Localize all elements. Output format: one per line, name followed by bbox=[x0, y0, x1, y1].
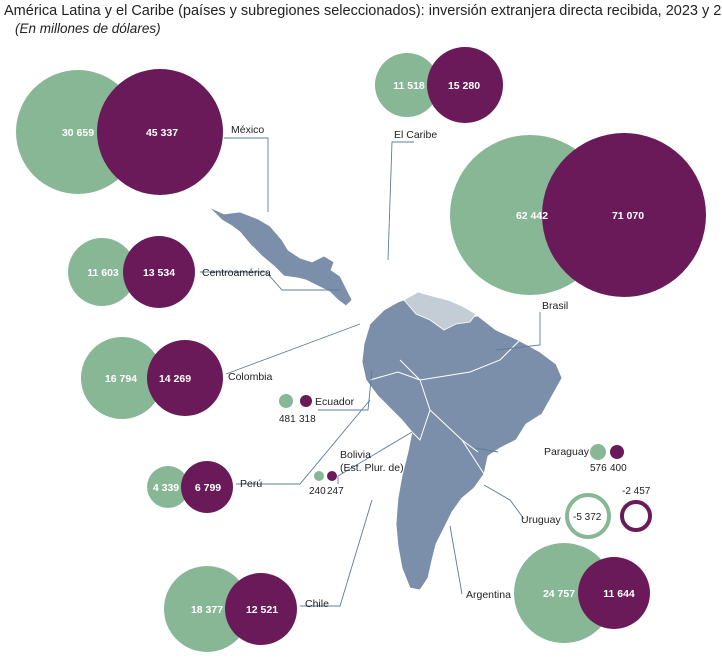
centro-2024-value: 13 534 bbox=[143, 267, 175, 279]
peru-2024-value: 6 799 bbox=[195, 482, 221, 494]
uruguay-2023-value: -5 372 bbox=[573, 512, 602, 523]
paraguay-2023-value: 576 bbox=[590, 463, 607, 474]
bubble-chile: 18 377 12 521 bbox=[164, 566, 297, 652]
label-colombia: Colombia bbox=[228, 371, 273, 383]
ecuador-2024-bubble bbox=[300, 395, 312, 407]
chart-subtitle: (En millones de dólares) bbox=[15, 21, 161, 36]
caribe-2023-bubble bbox=[375, 53, 439, 117]
brasil-2023-value: 62 442 bbox=[516, 210, 548, 222]
chile-2024-bubble bbox=[225, 573, 297, 645]
label-ecuador: Ecuador bbox=[315, 396, 355, 408]
mexico-2024-value: 45 337 bbox=[146, 127, 178, 139]
country-borders bbox=[369, 339, 521, 475]
colombia-2024-value: 14 269 bbox=[159, 373, 191, 385]
colombia-2023-bubble bbox=[81, 337, 163, 419]
mexico-centroamerica-shape bbox=[208, 206, 353, 307]
bubble-paraguay: 576 400 bbox=[590, 444, 627, 474]
bolivia-2023-value: 240 bbox=[309, 486, 326, 497]
bubble-ecuador: 481 318 bbox=[279, 394, 316, 425]
argentina-2023-value: 24 757 bbox=[543, 588, 575, 600]
colombia-2023-value: 16 794 bbox=[105, 373, 137, 385]
bubble-centroamerica: 11 603 13 534 bbox=[68, 236, 195, 308]
label-argentina: Argentina bbox=[466, 589, 511, 601]
brasil-2024-bubble bbox=[542, 133, 706, 297]
chart-title: América Latina y el Caribe (países y sub… bbox=[4, 3, 722, 19]
chile-2024-value: 12 521 bbox=[246, 604, 278, 616]
label-uruguay: Uruguay bbox=[521, 514, 561, 526]
caribe-2024-bubble bbox=[427, 47, 503, 123]
label-brasil: Brasil bbox=[542, 300, 568, 312]
region-labels: México El Caribe Brasil Centroamérica Co… bbox=[202, 124, 590, 610]
caribe-2024-value: 15 280 bbox=[448, 80, 480, 92]
label-bolivia-sub: (Est. Plur. de) bbox=[340, 462, 404, 474]
label-bolivia: Bolivia bbox=[340, 449, 371, 461]
ecuador-2023-bubble bbox=[279, 394, 293, 408]
bolivia-2023-bubble bbox=[314, 471, 324, 481]
land-mass bbox=[208, 206, 563, 591]
bubble-bolivia: 240 247 bbox=[309, 471, 344, 497]
bubble-caribe: 11 518 15 280 bbox=[375, 47, 503, 123]
brasil-2024-value: 71 070 bbox=[612, 210, 644, 222]
argentina-2024-value: 11 644 bbox=[603, 588, 635, 600]
paraguay-2024-value: 400 bbox=[610, 463, 627, 474]
uruguay-2024-value: -2 457 bbox=[622, 486, 651, 497]
bubble-uruguay: -5 372 -2 457 bbox=[565, 486, 652, 539]
centro-2023-bubble bbox=[68, 238, 136, 306]
bubble-colombia: 16 794 14 269 bbox=[81, 337, 223, 419]
peru-2023-value: 4 339 bbox=[153, 482, 179, 494]
centro-2023-value: 11 603 bbox=[87, 267, 119, 279]
colombia-2024-bubble bbox=[147, 340, 223, 416]
argentina-2024-bubble bbox=[578, 557, 650, 629]
ecuador-2024-value: 318 bbox=[299, 414, 316, 425]
paraguay-2024-bubble bbox=[610, 445, 624, 459]
label-peru: Perú bbox=[240, 478, 262, 490]
paraguay-2023-bubble bbox=[590, 444, 606, 460]
bolivia-2024-bubble bbox=[327, 471, 337, 481]
mexico-2024-bubble bbox=[97, 69, 223, 195]
label-caribe: El Caribe bbox=[394, 129, 437, 141]
leader-lines bbox=[200, 137, 541, 607]
bubble-peru: 4 339 6 799 bbox=[147, 461, 233, 513]
mexico-2023-value: 30 659 bbox=[62, 127, 94, 139]
ecuador-2023-value: 481 bbox=[279, 414, 296, 425]
label-paraguay: Paraguay bbox=[544, 446, 590, 458]
peru-2023-bubble bbox=[147, 466, 189, 508]
chile-2023-bubble bbox=[164, 566, 250, 652]
peru-2024-bubble bbox=[181, 461, 233, 513]
label-chile: Chile bbox=[305, 598, 329, 610]
label-mexico: México bbox=[231, 124, 264, 136]
bubble-mexico: 30 659 45 337 bbox=[16, 69, 223, 195]
uruguay-2024-bubble bbox=[620, 500, 652, 532]
centro-2024-bubble bbox=[123, 236, 195, 308]
chile-2023-value: 18 377 bbox=[191, 604, 223, 616]
bubble-brasil: 62 442 71 070 bbox=[450, 133, 706, 297]
uruguay-2023-bubble bbox=[565, 493, 611, 539]
caribe-2023-value: 11 518 bbox=[393, 80, 425, 92]
label-centroamerica: Centroamérica bbox=[202, 267, 271, 279]
bolivia-2024-value: 247 bbox=[327, 486, 344, 497]
bubble-argentina: 24 757 11 644 bbox=[514, 543, 650, 643]
guianas-shape bbox=[403, 291, 477, 331]
